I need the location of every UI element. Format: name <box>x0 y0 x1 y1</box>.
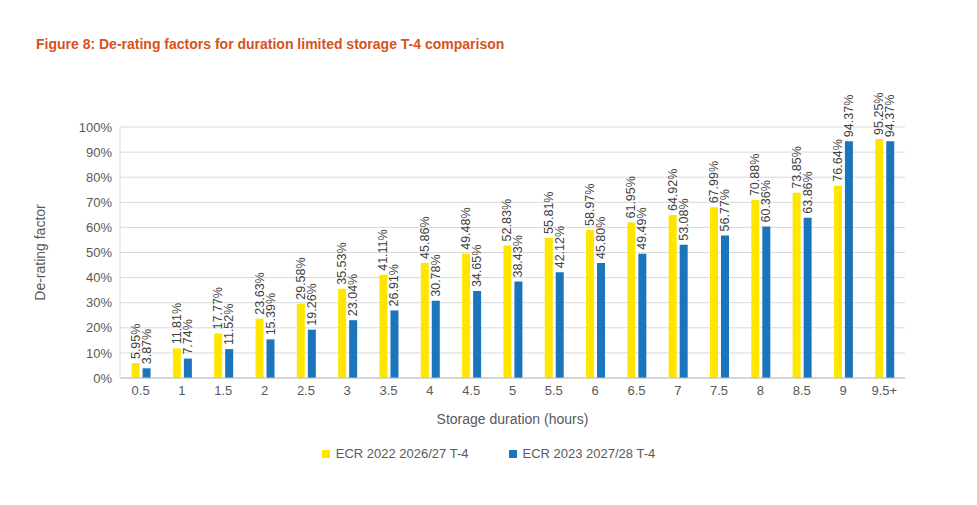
svg-text:5.95%: 5.95% <box>128 323 143 360</box>
svg-text:6.5: 6.5 <box>627 383 645 398</box>
svg-text:8.5: 8.5 <box>793 383 811 398</box>
svg-text:94.37%: 94.37% <box>883 95 897 137</box>
svg-text:55.81%: 55.81% <box>541 191 556 234</box>
svg-text:3: 3 <box>344 383 351 398</box>
svg-text:8: 8 <box>757 383 764 398</box>
svg-text:2.5: 2.5 <box>297 383 315 398</box>
svg-text:53.08%: 53.08% <box>677 198 691 240</box>
svg-text:29.58%: 29.58% <box>293 257 308 300</box>
html-text:Figure 8: De-rating factors fo: Figure 8: De-rating factors for duration… <box>36 36 505 52</box>
svg-text:49.49%: 49.49% <box>635 207 649 249</box>
svg-text:70.88%: 70.88% <box>748 153 763 197</box>
svg-text:30%: 30% <box>86 295 112 310</box>
svg-text:73.85%: 73.85% <box>789 146 804 189</box>
svg-text:2: 2 <box>261 383 268 398</box>
svg-text:7: 7 <box>674 383 681 398</box>
svg-text:5.5: 5.5 <box>545 383 563 398</box>
svg-text:63.86%: 63.86% <box>801 171 815 213</box>
svg-text:100%: 100% <box>79 120 113 135</box>
svg-text:56.77%: 56.77% <box>718 189 732 231</box>
svg-text:58.97%: 58.97% <box>583 183 597 226</box>
svg-text:11.81%: 11.81% <box>169 302 184 345</box>
svg-text:67.99%: 67.99% <box>707 160 721 204</box>
svg-text:9.5+: 9.5+ <box>872 383 898 398</box>
svg-text:70%: 70% <box>86 195 112 210</box>
svg-text:7.74%: 7.74% <box>181 319 195 354</box>
svg-text:30.78%: 30.78% <box>429 254 443 296</box>
svg-text:11.52%: 11.52% <box>222 304 236 345</box>
svg-text:49.48%: 49.48% <box>459 207 473 249</box>
svg-text:94.37%: 94.37% <box>842 95 856 137</box>
svg-text:38.43%: 38.43% <box>511 235 525 277</box>
svg-text:De-rating factor: De-rating factor <box>32 204 48 301</box>
svg-text:34.65%: 34.65% <box>470 245 484 287</box>
svg-text:61.95%: 61.95% <box>624 176 639 219</box>
svg-text:Storage duration (hours): Storage duration (hours) <box>437 411 589 427</box>
svg-text:3.87%: 3.87% <box>140 329 154 364</box>
svg-text:41.11%: 41.11% <box>376 229 391 271</box>
svg-text:40%: 40% <box>86 270 112 285</box>
svg-text:45.86%: 45.86% <box>418 216 432 258</box>
svg-text:4.5: 4.5 <box>462 383 480 398</box>
svg-text:60%: 60% <box>86 220 112 235</box>
svg-text:19.26%: 19.26% <box>305 283 319 325</box>
svg-text:50%: 50% <box>86 245 112 260</box>
svg-text:95.25%: 95.25% <box>872 92 887 135</box>
svg-text:45.80%: 45.80% <box>594 217 608 259</box>
svg-text:0.5: 0.5 <box>132 383 150 398</box>
svg-text:4: 4 <box>426 383 433 398</box>
svg-text:42.12%: 42.12% <box>553 226 567 268</box>
svg-text:90%: 90% <box>86 145 112 160</box>
svg-text:10%: 10% <box>86 346 112 361</box>
svg-text:35.53%: 35.53% <box>335 242 350 285</box>
svg-text:7.5: 7.5 <box>710 383 728 398</box>
svg-text:64.92%: 64.92% <box>665 168 680 212</box>
html-text:ECR 2023 2027/28 T-4: ECR 2023 2027/28 T-4 <box>522 446 656 461</box>
svg-text:76.64%: 76.64% <box>831 139 845 181</box>
svg-text:1.5: 1.5 <box>214 383 232 398</box>
svg-text:5: 5 <box>509 383 516 398</box>
html-text:ECR 2022 2026/27 T-4: ECR 2022 2026/27 T-4 <box>335 446 469 461</box>
svg-text:17.77%: 17.77% <box>211 287 226 330</box>
svg-text:80%: 80% <box>86 170 112 185</box>
svg-text:20%: 20% <box>86 320 112 335</box>
svg-text:52.83%: 52.83% <box>500 199 514 241</box>
svg-text:60.36%: 60.36% <box>759 180 773 222</box>
svg-text:1: 1 <box>178 383 185 398</box>
svg-text:9: 9 <box>839 383 846 398</box>
svg-text:6: 6 <box>592 383 599 398</box>
svg-text:0%: 0% <box>93 371 112 386</box>
svg-text:23.04%: 23.04% <box>346 274 360 316</box>
svg-text:26.91%: 26.91% <box>387 264 401 306</box>
svg-text:3.5: 3.5 <box>380 383 398 398</box>
svg-text:15.39%: 15.39% <box>264 293 278 335</box>
svg-text:23.63%: 23.63% <box>252 272 267 315</box>
